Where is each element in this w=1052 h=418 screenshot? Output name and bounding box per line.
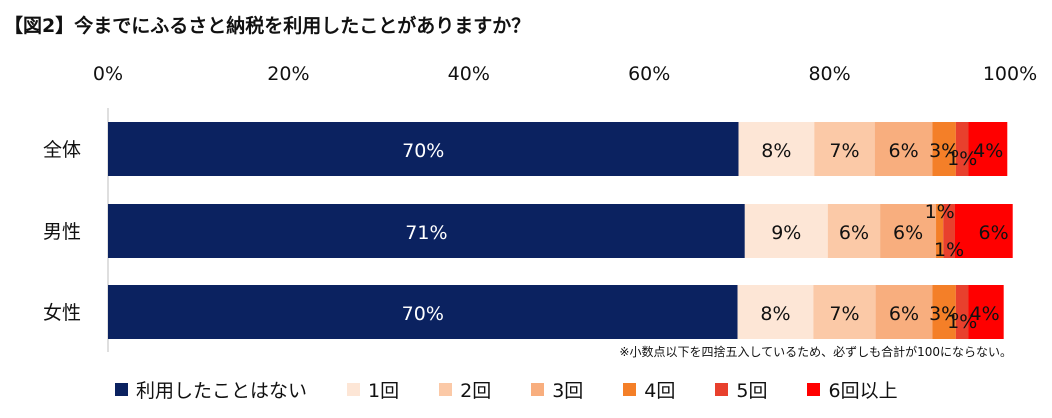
legend-label: 4回 xyxy=(644,380,676,402)
data-label: 4% xyxy=(970,303,1000,325)
x-tick-label: 0% xyxy=(93,63,123,85)
legend-item: 利用したことはない xyxy=(115,376,307,403)
footnote: ※小数点以下を四捨五入しているため、必ずしも合計が100にならない。 xyxy=(619,345,1012,359)
legend-swatch xyxy=(807,383,821,396)
x-tick-label: 60% xyxy=(628,63,670,85)
x-tick-label: 40% xyxy=(448,63,490,85)
legend-label: 5回 xyxy=(736,380,768,402)
legend-label: 2回 xyxy=(460,380,492,402)
data-label: 8% xyxy=(760,303,790,325)
legend-item: 6回以上 xyxy=(807,376,898,403)
legend-label: 1回 xyxy=(368,380,400,402)
data-label: 70% xyxy=(402,140,444,162)
data-label: 71% xyxy=(405,222,447,244)
data-label: 6% xyxy=(839,222,869,244)
bar-segment xyxy=(738,122,815,176)
bar-segment xyxy=(880,204,937,258)
data-label: 1% xyxy=(947,148,977,170)
legend-item: 2回 xyxy=(439,376,491,403)
legend-item: 4回 xyxy=(623,376,675,403)
chart-title: 【図2】今までにふるさと納税を利用したことがありますか？ xyxy=(4,15,531,37)
data-label: 7% xyxy=(829,140,859,162)
legend-item: 3回 xyxy=(531,376,583,403)
bar-segment xyxy=(968,122,1008,176)
data-label: 4% xyxy=(973,140,1003,162)
category-label: 男性 xyxy=(43,221,81,243)
bar-segment xyxy=(932,122,956,176)
legend-item: 5回 xyxy=(715,376,767,403)
bar-segment xyxy=(108,285,738,339)
legend-item: 1回 xyxy=(347,376,399,403)
category-label: 女性 xyxy=(43,302,81,324)
bar-segment xyxy=(936,204,944,258)
bar-segment xyxy=(943,204,955,258)
data-label: 9% xyxy=(771,222,801,244)
data-label: 6% xyxy=(893,222,923,244)
bar-segment xyxy=(108,204,745,258)
legend-label: 6回以上 xyxy=(828,380,898,402)
x-tick-label: 80% xyxy=(808,63,850,85)
legend-label: 利用したことはない xyxy=(136,380,308,402)
legend-swatch xyxy=(715,383,729,396)
data-label: 1% xyxy=(934,239,964,261)
legend-swatch xyxy=(115,383,128,396)
x-tick-label: 20% xyxy=(267,63,309,85)
data-label: 70% xyxy=(402,303,444,325)
data-label: 6% xyxy=(979,222,1009,244)
data-label: 1% xyxy=(947,311,977,333)
data-label: 7% xyxy=(829,303,859,325)
bar-segment xyxy=(968,285,1004,339)
legend: 利用したことはない 1回 2回 3回 4回 5回 6回以上 xyxy=(115,376,898,403)
legend-swatch xyxy=(439,383,453,396)
bar-segment xyxy=(955,285,969,339)
legend-swatch xyxy=(531,383,545,396)
data-label: 8% xyxy=(761,140,791,162)
data-label: 3% xyxy=(929,303,959,325)
bar-segment xyxy=(813,285,876,339)
bar-segment xyxy=(874,122,933,176)
legend-swatch xyxy=(347,383,361,396)
bar-segment xyxy=(737,285,814,339)
legend-swatch xyxy=(623,383,637,396)
data-label: 6% xyxy=(889,303,919,325)
data-label: 1% xyxy=(925,201,955,223)
bar-segment xyxy=(108,122,739,176)
bar-segment xyxy=(814,122,875,176)
data-label: 6% xyxy=(888,140,918,162)
bar-segment xyxy=(954,204,1013,258)
data-label: 3% xyxy=(929,140,959,162)
category-label: 全体 xyxy=(43,139,81,161)
x-tick-label: 100% xyxy=(983,63,1037,85)
bar-segment xyxy=(932,285,956,339)
legend-label: 3回 xyxy=(552,380,584,402)
bar-segment xyxy=(955,122,969,176)
bar-segment xyxy=(875,285,933,339)
bar-segment xyxy=(744,204,828,258)
bar-segment xyxy=(827,204,881,258)
